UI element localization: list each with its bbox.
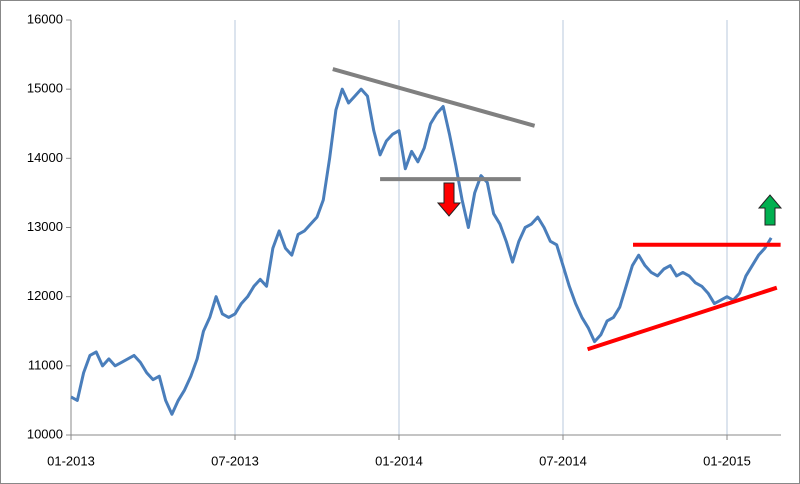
- y-tick-label: 12000: [27, 288, 63, 303]
- y-tick-label: 10000: [27, 426, 63, 441]
- x-tick-label: 01-2014: [375, 453, 423, 468]
- x-tick-label: 01-2015: [703, 453, 751, 468]
- y-tick-label: 16000: [27, 11, 63, 26]
- y-tick-label: 15000: [27, 81, 63, 96]
- down-arrow: [436, 182, 462, 217]
- y-tick-label: 14000: [27, 150, 63, 165]
- y-tick-label: 11000: [28, 357, 63, 372]
- trend-line: [586, 285, 778, 352]
- trend-line: [332, 67, 536, 128]
- plot-area: 01-2013 07-2013 01-2014 07-2014 01-2015 10000…: [27, 11, 781, 468]
- x-tick-label: 07-2013: [211, 453, 259, 468]
- x-tick-label: 01-2013: [47, 453, 95, 468]
- data-line: [70, 87, 773, 416]
- x-tick-label: 07-2014: [539, 453, 587, 468]
- y-tick-label: 13000: [27, 219, 63, 234]
- up-arrow: [757, 194, 783, 226]
